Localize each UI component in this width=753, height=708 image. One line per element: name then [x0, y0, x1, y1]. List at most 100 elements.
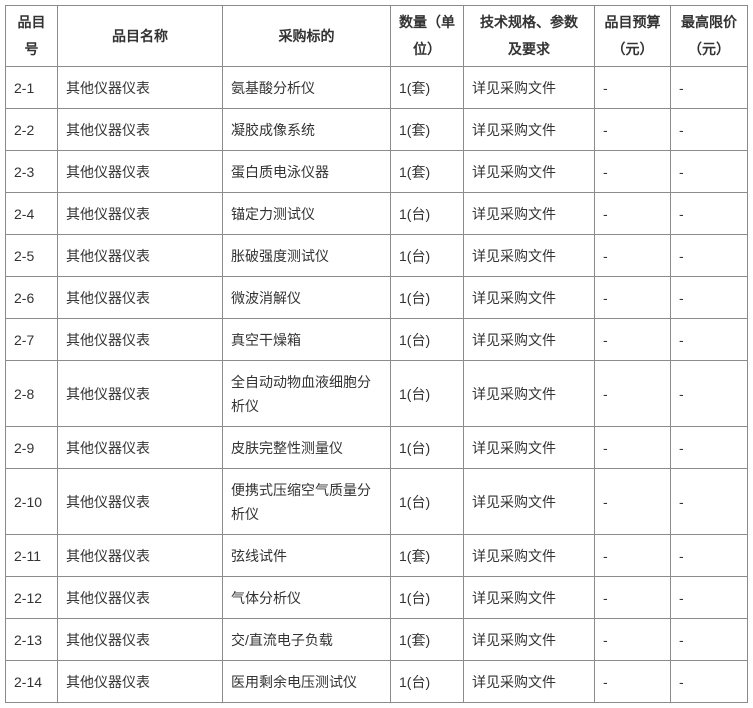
item-no-cell: 2-3 [5, 150, 58, 193]
header-quantity: 数量（单 位） [390, 5, 464, 67]
item-name-cell: 其他仪器仪表 [57, 108, 223, 151]
spec-cell: 详见采购文件 [463, 426, 595, 469]
item-no-cell: 2-14 [5, 660, 58, 703]
budget-cell: - [594, 192, 671, 235]
quantity-cell: 1(台) [390, 276, 464, 319]
table-row: 2-1 其他仪器仪表 氨基酸分析仪 1(套) 详见采购文件 - - [5, 66, 748, 109]
item-no-cell: 2-4 [5, 192, 58, 235]
item-name-cell: 其他仪器仪表 [57, 66, 223, 109]
budget-cell: - [594, 108, 671, 151]
quantity-cell: 1(台) [390, 426, 464, 469]
quantity-cell: 1(台) [390, 234, 464, 277]
target-cell: 真空干燥箱 [222, 318, 391, 361]
item-name-cell: 其他仪器仪表 [57, 360, 223, 427]
table-row: 2-13 其他仪器仪表 交/直流电子负载 1(套) 详见采购文件 - - [5, 618, 748, 661]
budget-cell: - [594, 660, 671, 703]
budget-cell: - [594, 576, 671, 619]
max-price-cell: - [670, 660, 748, 703]
quantity-cell: 1(台) [390, 576, 464, 619]
budget-cell: - [594, 234, 671, 277]
max-price-cell: - [670, 360, 748, 427]
table-row: 2-5 其他仪器仪表 胀破强度测试仪 1(台) 详见采购文件 - - [5, 234, 748, 277]
max-price-cell: - [670, 66, 748, 109]
item-name-cell: 其他仪器仪表 [57, 468, 223, 535]
header-item-name: 品目名称 [57, 5, 223, 67]
table-row: 2-14 其他仪器仪表 医用剩余电压测试仪 1(台) 详见采购文件 - - [5, 660, 748, 703]
item-no-cell: 2-5 [5, 234, 58, 277]
item-no-cell: 2-2 [5, 108, 58, 151]
table-row: 2-11 其他仪器仪表 弦线试件 1(套) 详见采购文件 - - [5, 534, 748, 577]
target-cell: 锚定力测试仪 [222, 192, 391, 235]
max-price-cell: - [670, 426, 748, 469]
item-name-cell: 其他仪器仪表 [57, 318, 223, 361]
quantity-cell: 1(套) [390, 66, 464, 109]
budget-cell: - [594, 468, 671, 535]
budget-cell: - [594, 534, 671, 577]
spec-cell: 详见采购文件 [463, 108, 595, 151]
target-cell: 胀破强度测试仪 [222, 234, 391, 277]
max-price-cell: - [670, 318, 748, 361]
max-price-cell: - [670, 534, 748, 577]
item-no-cell: 2-7 [5, 318, 58, 361]
spec-cell: 详见采购文件 [463, 468, 595, 535]
target-cell: 医用剩余电压测试仪 [222, 660, 391, 703]
spec-cell: 详见采购文件 [463, 618, 595, 661]
item-no-cell: 2-9 [5, 426, 58, 469]
max-price-cell: - [670, 468, 748, 535]
item-no-cell: 2-1 [5, 66, 58, 109]
spec-cell: 详见采购文件 [463, 534, 595, 577]
item-no-cell: 2-6 [5, 276, 58, 319]
max-price-cell: - [670, 234, 748, 277]
target-cell: 氨基酸分析仪 [222, 66, 391, 109]
budget-cell: - [594, 360, 671, 427]
budget-cell: - [594, 318, 671, 361]
item-name-cell: 其他仪器仪表 [57, 234, 223, 277]
quantity-cell: 1(套) [390, 534, 464, 577]
item-name-cell: 其他仪器仪表 [57, 426, 223, 469]
quantity-cell: 1(台) [390, 660, 464, 703]
header-target: 采购标的 [222, 5, 391, 67]
target-cell: 全自动动物血液细胞分 析仪 [222, 360, 391, 427]
max-price-cell: - [670, 276, 748, 319]
target-cell: 皮肤完整性测量仪 [222, 426, 391, 469]
table-header-row: 品目号 品目名称 采购标的 数量（单 位） 技术规格、参数 及要求 品目预算 （… [5, 5, 748, 67]
table-row: 2-9 其他仪器仪表 皮肤完整性测量仪 1(台) 详见采购文件 - - [5, 426, 748, 469]
header-item-no: 品目号 [5, 5, 58, 67]
max-price-cell: - [670, 108, 748, 151]
table-row: 2-7 其他仪器仪表 真空干燥箱 1(台) 详见采购文件 - - [5, 318, 748, 361]
target-cell: 气体分析仪 [222, 576, 391, 619]
item-name-cell: 其他仪器仪表 [57, 618, 223, 661]
quantity-cell: 1(台) [390, 468, 464, 535]
max-price-cell: - [670, 618, 748, 661]
spec-cell: 详见采购文件 [463, 318, 595, 361]
table-row: 2-3 其他仪器仪表 蛋白质电泳仪器 1(套) 详见采购文件 - - [5, 150, 748, 193]
quantity-cell: 1(台) [390, 360, 464, 427]
item-no-cell: 2-11 [5, 534, 58, 577]
budget-cell: - [594, 426, 671, 469]
quantity-cell: 1(套) [390, 618, 464, 661]
quantity-cell: 1(套) [390, 150, 464, 193]
quantity-cell: 1(台) [390, 192, 464, 235]
item-name-cell: 其他仪器仪表 [57, 534, 223, 577]
max-price-cell: - [670, 576, 748, 619]
spec-cell: 详见采购文件 [463, 576, 595, 619]
item-no-cell: 2-12 [5, 576, 58, 619]
quantity-cell: 1(套) [390, 108, 464, 151]
table-row: 2-8 其他仪器仪表 全自动动物血液细胞分 析仪 1(台) 详见采购文件 - - [5, 360, 748, 427]
header-spec: 技术规格、参数 及要求 [463, 5, 595, 67]
item-name-cell: 其他仪器仪表 [57, 276, 223, 319]
spec-cell: 详见采购文件 [463, 66, 595, 109]
item-name-cell: 其他仪器仪表 [57, 660, 223, 703]
budget-cell: - [594, 276, 671, 319]
max-price-cell: - [670, 192, 748, 235]
table-row: 2-6 其他仪器仪表 微波消解仪 1(台) 详见采购文件 - - [5, 276, 748, 319]
item-no-cell: 2-8 [5, 360, 58, 427]
target-cell: 弦线试件 [222, 534, 391, 577]
header-max-price: 最高限价 （元） [670, 5, 748, 67]
item-no-cell: 2-13 [5, 618, 58, 661]
spec-cell: 详见采购文件 [463, 234, 595, 277]
spec-cell: 详见采购文件 [463, 360, 595, 427]
table-row: 2-4 其他仪器仪表 锚定力测试仪 1(台) 详见采购文件 - - [5, 192, 748, 235]
procurement-items-table: 品目号 品目名称 采购标的 数量（单 位） 技术规格、参数 及要求 品目预算 （… [5, 5, 748, 703]
budget-cell: - [594, 618, 671, 661]
